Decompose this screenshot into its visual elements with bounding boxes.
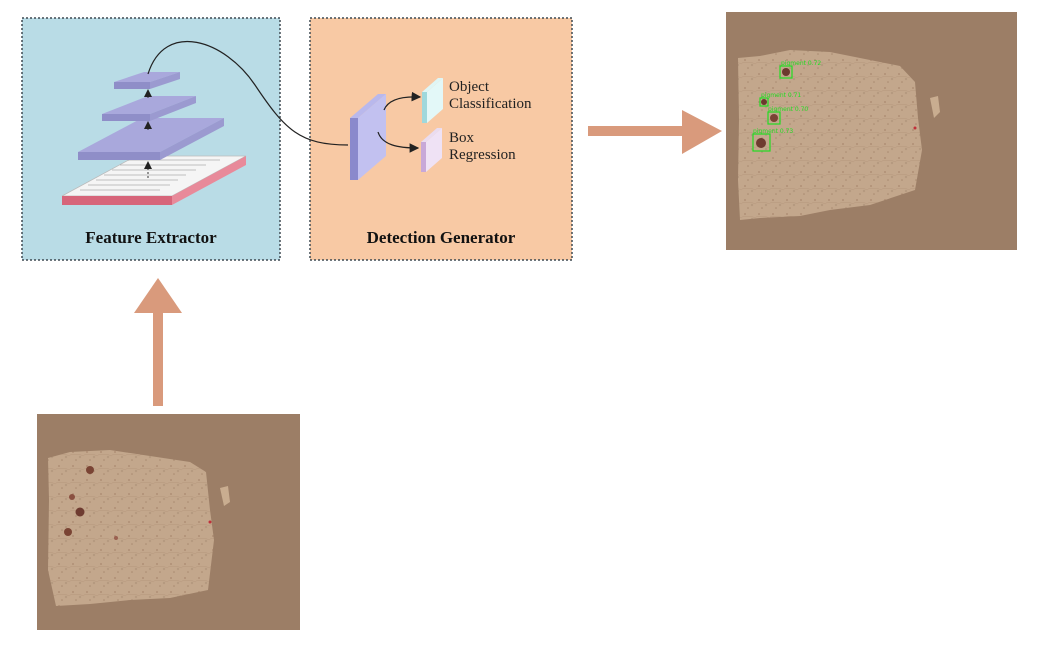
detection-box-4 — [752, 133, 771, 152]
detection-label-3: pigment 0.70 — [768, 106, 808, 113]
branch-regression-arrow — [377, 131, 420, 153]
feature-layer-large — [78, 118, 224, 160]
flow-arrow-right — [588, 110, 722, 154]
feature-layer-medium — [102, 96, 196, 121]
detection-label-1: pigment 0.72 — [781, 60, 821, 67]
feature-extractor-title: Feature Extractor — [85, 228, 217, 247]
box-regression-label: Box Regression — [449, 130, 516, 163]
detection-box-3 — [767, 111, 781, 125]
detection-generator-title: Detection Generator — [366, 228, 516, 247]
detection-head-slab — [350, 94, 386, 180]
branch-classification-arrow — [383, 91, 422, 111]
flow-arrow-up — [134, 278, 182, 406]
detection-box-2 — [759, 97, 769, 107]
regression-slab — [421, 128, 442, 172]
object-classification-label: Object Classification — [449, 79, 532, 112]
feature-layer-small — [114, 72, 180, 89]
detection-box-1 — [779, 65, 793, 79]
output-image: pigment 0.72 pigment 0.71 pigment 0.70 p… — [726, 12, 1017, 250]
feature-to-head-curve — [147, 40, 349, 146]
classification-slab — [422, 78, 443, 123]
input-plate — [61, 155, 247, 205]
detection-label-4: pigment 0.73 — [753, 128, 793, 135]
input-image — [37, 414, 300, 630]
detection-label-2: pigment 0.71 — [761, 92, 801, 99]
